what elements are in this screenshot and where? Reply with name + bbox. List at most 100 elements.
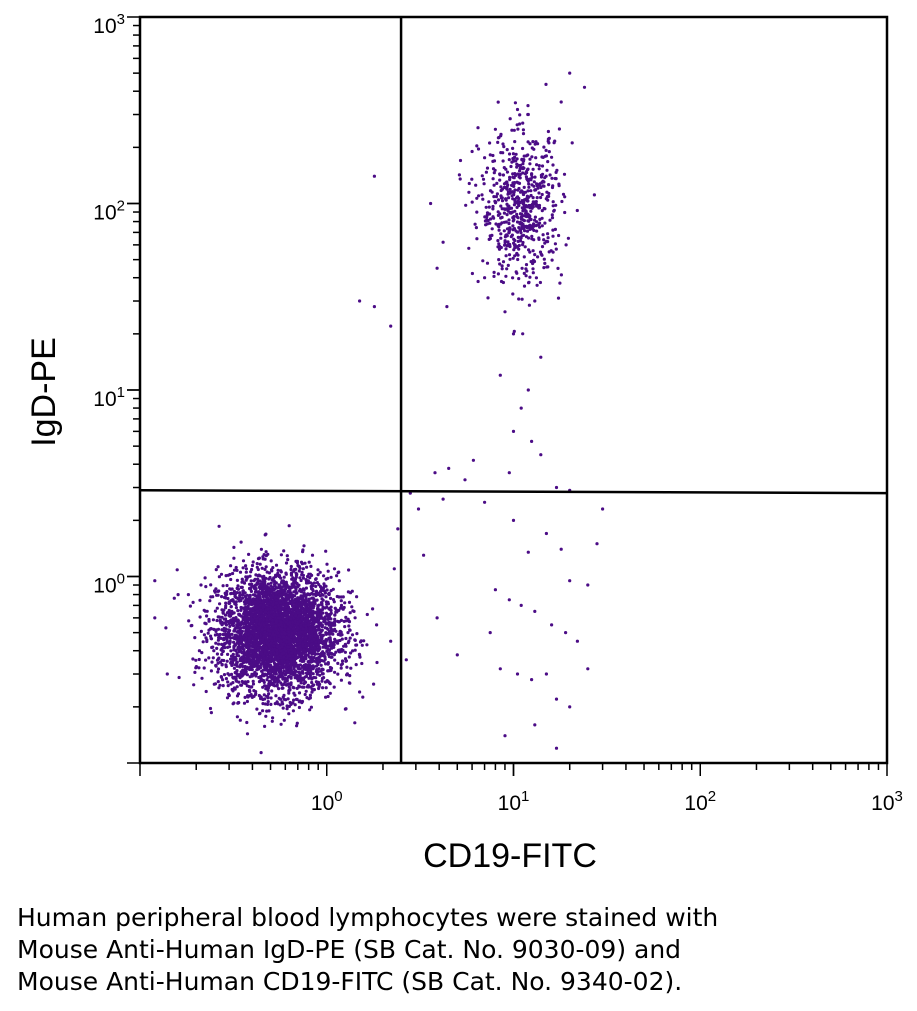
- event-dot: [342, 605, 346, 610]
- event-dot: [404, 658, 408, 662]
- event-dot: [249, 663, 254, 667]
- event-dot: [262, 614, 266, 619]
- event-dot: [232, 620, 236, 624]
- event-dot: [267, 643, 271, 647]
- event-dot: [511, 256, 515, 260]
- event-dot: [528, 227, 532, 231]
- event-dot: [309, 705, 313, 709]
- event-dot: [320, 628, 324, 632]
- event-dot: [226, 680, 230, 684]
- event-dot: [269, 669, 273, 673]
- event-dot: [314, 619, 318, 623]
- event-dot: [531, 167, 535, 171]
- event-dot: [200, 651, 204, 655]
- event-dot: [244, 612, 248, 616]
- event-dot: [282, 630, 286, 635]
- event-dot: [550, 213, 554, 217]
- event-dot: [277, 593, 282, 597]
- event-dot: [344, 707, 348, 711]
- event-dot: [249, 648, 253, 652]
- event-dot: [319, 590, 323, 594]
- event-dot: [312, 688, 316, 692]
- event-dot: [529, 209, 533, 213]
- event-dot: [288, 654, 292, 658]
- event-dot: [295, 608, 299, 612]
- event-dot: [252, 689, 256, 693]
- event-dot: [177, 675, 181, 680]
- event-dot: [238, 641, 242, 645]
- event-dot: [303, 675, 307, 679]
- event-dot: [372, 682, 376, 686]
- event-dot: [441, 240, 445, 244]
- event-dot: [557, 184, 561, 188]
- event-dot: [275, 700, 279, 704]
- event-dot: [223, 595, 227, 600]
- event-dot: [445, 305, 449, 309]
- event-dot: [261, 709, 265, 713]
- event-dot: [353, 638, 357, 642]
- event-dot: [315, 643, 319, 648]
- event-dot: [264, 668, 268, 672]
- event-dot: [257, 590, 261, 594]
- event-dot: [282, 659, 286, 664]
- event-dot: [507, 218, 511, 222]
- event-dot: [309, 657, 313, 661]
- event-dot: [224, 606, 228, 610]
- event-dot: [288, 620, 292, 625]
- event-dot: [521, 192, 526, 196]
- event-dot: [246, 680, 250, 684]
- event-dot: [249, 614, 253, 618]
- event-dot: [294, 571, 298, 575]
- event-dot: [547, 150, 551, 154]
- event-dot: [232, 545, 236, 550]
- event-dot: [396, 527, 400, 531]
- event-dot: [226, 652, 230, 657]
- event-dot: [242, 581, 247, 585]
- event-dot: [537, 236, 541, 240]
- event-dot: [513, 101, 518, 105]
- event-dot: [563, 210, 567, 215]
- event-dot: [243, 657, 247, 662]
- event-dot: [298, 667, 302, 671]
- event-dot: [537, 164, 541, 168]
- event-dot: [310, 630, 314, 634]
- event-dot: [262, 623, 266, 627]
- event-dot: [270, 719, 274, 723]
- event-dot: [375, 623, 379, 627]
- event-dot: [286, 590, 290, 594]
- event-dot: [235, 578, 239, 583]
- event-dot: [447, 466, 451, 470]
- event-dot: [349, 651, 353, 655]
- event-dot: [507, 598, 511, 602]
- event-dot: [290, 585, 294, 589]
- event-dot: [530, 234, 534, 238]
- event-dot: [301, 627, 305, 631]
- event-dot: [516, 181, 520, 185]
- event-dot: [215, 646, 219, 651]
- event-dot: [250, 619, 254, 623]
- event-dot: [245, 645, 249, 649]
- event-dot: [496, 239, 500, 243]
- event-dot: [269, 696, 273, 700]
- event-dot: [209, 669, 213, 673]
- event-dot: [276, 655, 280, 660]
- event-dot: [476, 279, 480, 284]
- event-dot: [458, 158, 463, 163]
- event-dot: [153, 579, 157, 583]
- event-dot: [252, 639, 257, 643]
- event-dot: [290, 595, 295, 600]
- event-dot: [526, 140, 530, 144]
- event-dot: [282, 549, 286, 553]
- event-dot: [310, 587, 314, 591]
- event-dot: [271, 716, 275, 720]
- event-dot: [265, 615, 269, 619]
- event-dot: [326, 569, 330, 573]
- event-dot: [537, 167, 541, 171]
- event-dot: [504, 254, 508, 258]
- event-dot: [416, 507, 421, 511]
- event-dot: [262, 680, 266, 685]
- event-dot: [324, 611, 328, 615]
- event-dot: [292, 698, 296, 702]
- event-dot: [227, 635, 232, 639]
- event-dot: [240, 655, 245, 659]
